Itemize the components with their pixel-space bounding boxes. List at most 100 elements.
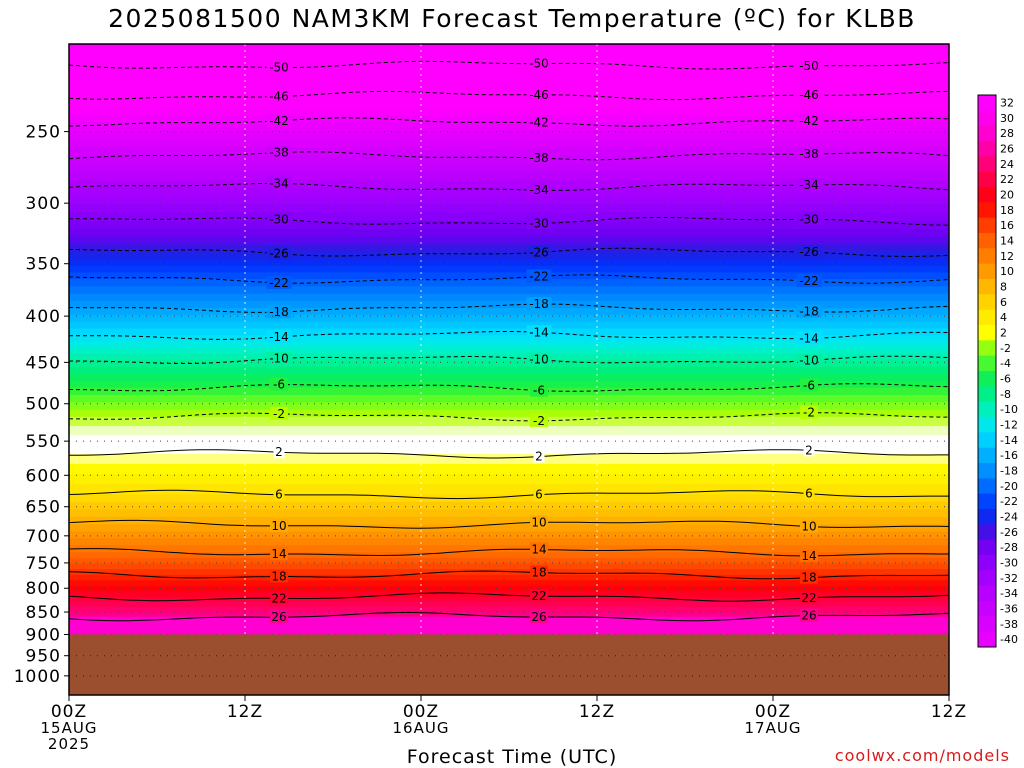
contour-label: 2	[535, 450, 543, 464]
y-tick-label: 600	[26, 466, 61, 486]
band	[69, 236, 949, 246]
plot-frame	[68, 43, 950, 696]
colorbar-swatch	[978, 187, 996, 203]
contour-label-bg	[796, 212, 822, 226]
contour-label-bg	[266, 113, 292, 127]
contour-label-bg	[526, 87, 552, 101]
y-tick-label: 700	[26, 527, 61, 547]
contour-label: -18	[269, 305, 289, 319]
colorbar-swatch	[978, 156, 996, 173]
colorbar-tick-label: -12	[1000, 419, 1018, 432]
contour-label-bg	[266, 212, 292, 226]
contour-label: -38	[529, 151, 549, 165]
colorbar-tick-label: 16	[1000, 219, 1014, 232]
band	[69, 574, 949, 582]
contour-label: -10	[269, 352, 289, 366]
colorbar-swatch	[978, 631, 996, 648]
band	[69, 601, 949, 608]
colorbar-tick-label: -22	[1000, 495, 1018, 508]
contour-label: -6	[273, 378, 285, 392]
x-tick-label: 17AUG	[745, 719, 802, 737]
band	[69, 366, 949, 375]
band	[69, 426, 949, 437]
colorbar-swatch	[978, 309, 996, 326]
contour-label-bg	[266, 275, 292, 289]
colorbar-swatch	[978, 110, 996, 127]
contour-label-bg	[270, 569, 288, 583]
y-tick-label: 650	[26, 498, 61, 518]
contour-label-bg	[803, 443, 815, 457]
colorbar-tick-label: -20	[1000, 480, 1018, 493]
band	[69, 484, 949, 496]
contour-label: -2	[803, 406, 815, 420]
colorbar-tick-label: 10	[1000, 265, 1014, 278]
band	[69, 585, 949, 593]
colorbar-swatch	[978, 279, 996, 295]
contour-label: 22	[531, 589, 546, 603]
contour-label-bg	[800, 519, 818, 533]
band	[69, 155, 949, 165]
contour-label-bg	[526, 325, 552, 339]
contour-label: -34	[529, 183, 549, 197]
contour-label: -50	[529, 57, 549, 71]
colorbar-tick-label: -2	[1000, 342, 1011, 355]
contour-label: -10	[799, 354, 819, 368]
colorbar-swatch	[978, 570, 996, 587]
x-tick-label: 12Z	[227, 702, 263, 722]
y-tick-label: 750	[26, 554, 61, 574]
colorbar-swatch	[978, 539, 996, 556]
band	[69, 335, 949, 343]
contour-label-bg	[526, 297, 552, 311]
x-tick-label: 15AUG	[41, 719, 98, 737]
contour-label: 26	[271, 610, 286, 624]
band	[69, 580, 949, 587]
colorbar-tick-label: -24	[1000, 511, 1018, 524]
y-tick-label: 950	[26, 647, 61, 667]
y-axis: 2503003504004505005506006507007508008509…	[14, 123, 69, 687]
colorbar-swatch	[978, 493, 996, 510]
y-tick-label: 300	[26, 194, 61, 214]
contour-label-bg	[796, 274, 822, 288]
grid-lines	[69, 44, 949, 695]
colorbar-tick-label: -28	[1000, 541, 1018, 554]
colorbar-tick-label: -36	[1000, 603, 1018, 616]
x-tick-label: 12Z	[579, 702, 615, 722]
band	[69, 552, 949, 559]
band	[69, 373, 949, 382]
contour-label: 22	[801, 591, 816, 605]
contour-label: 6	[275, 488, 283, 502]
colorbar-swatch	[978, 141, 996, 157]
contour-label-bg	[270, 547, 288, 561]
band	[69, 524, 949, 533]
y-tick-label: 550	[26, 432, 61, 452]
colorbar-swatch	[978, 509, 996, 525]
contour-label-bg	[530, 589, 548, 603]
contour-label-bg	[526, 245, 552, 259]
colorbar-tick-label: 18	[1000, 204, 1014, 217]
colorbar-tick-label: 30	[1000, 112, 1014, 125]
colorbar-tick-label: 22	[1000, 173, 1014, 186]
colorbar-swatch	[978, 555, 996, 571]
contour-label: 14	[271, 547, 286, 561]
contour-label: -14	[269, 330, 289, 344]
x-tick-label: 12Z	[931, 702, 967, 722]
band	[69, 80, 949, 89]
contour-label-bg	[270, 377, 288, 391]
contour-label-bg	[796, 331, 822, 345]
contour-label: 10	[801, 520, 816, 534]
contour-label: -42	[799, 114, 819, 128]
colorbar-swatch	[978, 463, 996, 479]
contour-label-bg	[266, 60, 292, 74]
colorbar-tick-label: -8	[1000, 388, 1011, 401]
contour-label: -30	[529, 216, 549, 230]
contour-label: -6	[533, 384, 545, 398]
band	[69, 596, 949, 603]
contour-label: 18	[531, 566, 546, 580]
contour-label: -26	[529, 245, 549, 259]
contour-label: -38	[269, 146, 289, 160]
y-tick-label: 1000	[14, 667, 61, 687]
colorbar-swatch	[978, 340, 996, 357]
colorbar-swatch	[978, 217, 996, 234]
contour-label: -46	[529, 88, 549, 102]
